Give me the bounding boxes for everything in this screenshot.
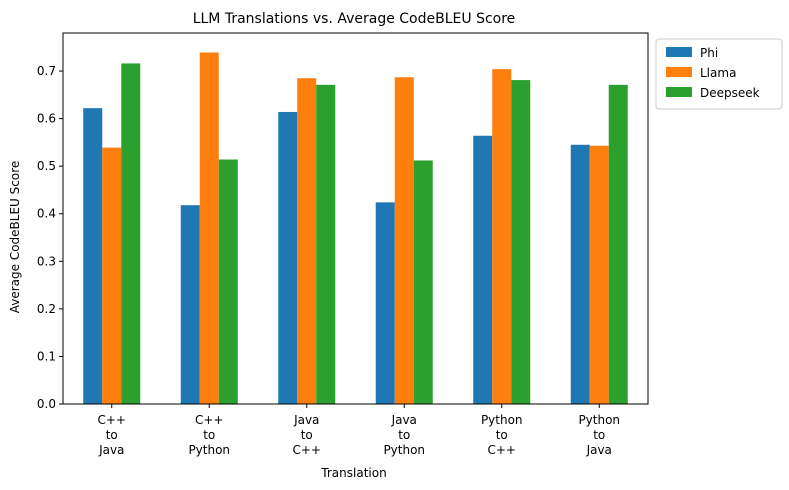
bar-phi-0 bbox=[83, 108, 103, 405]
x-tick-label-line: to bbox=[496, 428, 508, 442]
x-tick-label-line: Python bbox=[481, 413, 523, 427]
bar-phi-1 bbox=[180, 205, 200, 404]
legend-label-deepseek: Deepseek bbox=[700, 86, 760, 100]
y-tick-label: 0.5 bbox=[37, 159, 56, 173]
legend-swatch-phi bbox=[666, 47, 692, 57]
bar-phi-3 bbox=[375, 202, 395, 404]
y-tick-label: 0.3 bbox=[37, 254, 56, 268]
y-tick-label: 0.7 bbox=[37, 64, 56, 78]
x-tick-label: Python to C++ bbox=[481, 413, 523, 457]
bar-llama-5 bbox=[589, 145, 609, 405]
bar-deepseek-0 bbox=[121, 63, 141, 404]
x-tick-label-line: C++ bbox=[293, 443, 322, 457]
legend-label-llama: Llama bbox=[700, 66, 736, 80]
x-tick-label-line: to bbox=[398, 428, 410, 442]
bar-deepseek-3 bbox=[413, 160, 433, 404]
bar-deepseek-5 bbox=[608, 84, 628, 404]
x-tick-label-line: to bbox=[301, 428, 313, 442]
x-tick-label-line: Java bbox=[391, 413, 417, 427]
x-tick-label-line: Java bbox=[586, 443, 612, 457]
y-axis-label: Average CodeBLEU Score bbox=[8, 161, 22, 314]
legend-label-phi: Phi bbox=[700, 46, 718, 60]
legend-swatch-deepseek bbox=[666, 87, 692, 97]
y-tick-label: 0.4 bbox=[37, 207, 56, 221]
chart-title: LLM Translations vs. Average CodeBLEU Sc… bbox=[193, 11, 516, 27]
axes-frame bbox=[62, 32, 649, 405]
legend: Phi Llama Deepseek bbox=[655, 38, 783, 110]
y-tick-label: 0.2 bbox=[37, 302, 56, 316]
x-tick-label-line: C++ bbox=[488, 443, 517, 457]
y-tick-label: 0.6 bbox=[37, 112, 56, 126]
x-tick-label-line: Python bbox=[188, 443, 230, 457]
x-tick-label: C++ to Python bbox=[188, 413, 230, 457]
x-tick-label: Java to C++ bbox=[293, 413, 322, 457]
bar-llama-2 bbox=[297, 78, 317, 404]
bar-deepseek-1 bbox=[218, 159, 238, 404]
bar-phi-2 bbox=[278, 111, 298, 405]
x-tick-label-line: to bbox=[593, 428, 605, 442]
bar-phi-5 bbox=[570, 144, 590, 404]
x-tick-label: Python to Java bbox=[578, 413, 620, 457]
x-axis-label: Translation bbox=[320, 466, 386, 480]
bar-deepseek-4 bbox=[511, 80, 531, 404]
x-tick-label: Java to Python bbox=[383, 413, 425, 457]
x-tick-label-line: Java bbox=[293, 413, 319, 427]
legend-swatch-llama bbox=[666, 67, 692, 77]
y-tick-label: 0.1 bbox=[37, 349, 56, 363]
x-tick-label-line: C++ bbox=[195, 413, 224, 427]
bar-phi-4 bbox=[473, 135, 493, 405]
bar-llama-3 bbox=[394, 77, 414, 404]
x-tick-label-line: to bbox=[106, 428, 118, 442]
bar-llama-0 bbox=[102, 147, 122, 404]
x-tick-label: C++ to Java bbox=[98, 413, 127, 457]
bar-llama-4 bbox=[492, 69, 512, 405]
x-tick-label-line: Python bbox=[578, 413, 620, 427]
bar-deepseek-2 bbox=[316, 84, 336, 404]
y-tick-label: 0.0 bbox=[37, 397, 56, 411]
x-tick-label-line: Java bbox=[98, 443, 124, 457]
x-tick-label-line: C++ bbox=[98, 413, 127, 427]
bar-llama-1 bbox=[199, 52, 219, 404]
x-tick-label-line: Python bbox=[383, 443, 425, 457]
x-tick-label-line: to bbox=[203, 428, 215, 442]
